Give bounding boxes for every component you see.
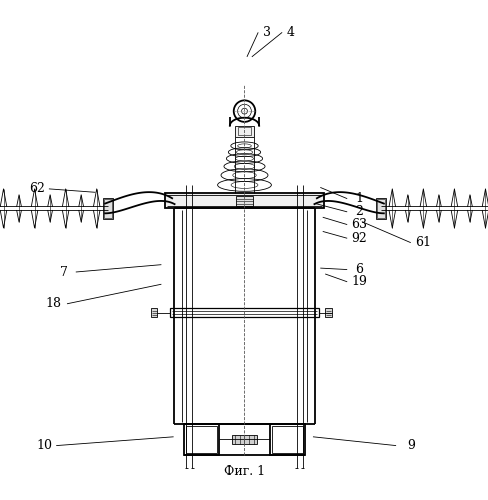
Bar bbox=[151, 308, 157, 317]
Bar bbox=[164, 193, 324, 208]
Bar bbox=[234, 126, 254, 136]
Text: 4: 4 bbox=[286, 26, 294, 39]
Bar bbox=[102, 198, 113, 219]
Bar bbox=[270, 424, 304, 456]
Bar bbox=[375, 198, 386, 219]
Bar bbox=[237, 128, 251, 135]
Bar bbox=[104, 199, 112, 218]
Text: 6: 6 bbox=[355, 263, 363, 276]
Bar bbox=[169, 308, 319, 317]
Text: 1: 1 bbox=[355, 192, 363, 205]
Bar bbox=[232, 434, 256, 444]
Bar bbox=[272, 426, 302, 454]
Bar bbox=[186, 426, 216, 454]
Text: 3: 3 bbox=[262, 26, 270, 39]
Text: 62: 62 bbox=[29, 182, 44, 196]
Text: 19: 19 bbox=[351, 276, 366, 288]
Bar bbox=[325, 308, 331, 317]
Bar bbox=[376, 199, 384, 218]
Text: 9: 9 bbox=[406, 439, 414, 452]
Text: 2: 2 bbox=[355, 206, 363, 218]
Text: 92: 92 bbox=[351, 232, 366, 245]
Bar bbox=[184, 424, 218, 456]
Text: 7: 7 bbox=[60, 266, 67, 278]
Text: 18: 18 bbox=[46, 298, 61, 310]
Text: 10: 10 bbox=[36, 439, 52, 452]
Bar bbox=[235, 196, 253, 206]
Text: Фиг. 1: Фиг. 1 bbox=[224, 464, 264, 477]
Text: 63: 63 bbox=[351, 218, 366, 231]
Text: 61: 61 bbox=[414, 236, 430, 249]
